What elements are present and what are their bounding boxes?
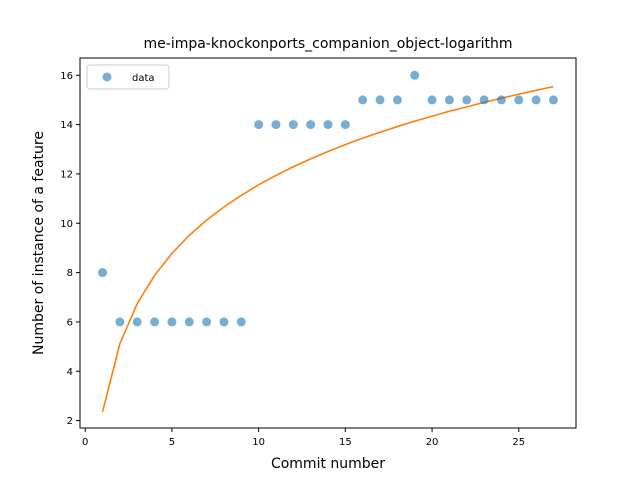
data-point: [514, 95, 524, 105]
y-tick-label: 10: [60, 219, 73, 230]
y-tick-label: 12: [60, 169, 73, 180]
data-point: [375, 95, 385, 105]
data-point: [271, 120, 281, 130]
x-tick-label: 10: [252, 437, 265, 448]
plot-marks: [98, 70, 558, 413]
x-tick-label: 0: [82, 437, 88, 448]
legend-box: [86, 64, 170, 90]
plot-area: [80, 58, 576, 428]
fit-line: [101, 85, 554, 413]
legend: data: [86, 64, 170, 90]
legend-label-data: data: [132, 73, 155, 84]
data-point: [427, 95, 437, 105]
data-point: [98, 268, 108, 278]
data-point: [288, 120, 298, 130]
data-point: [410, 70, 420, 80]
data-point: [358, 95, 368, 105]
data-point: [392, 95, 402, 105]
data-point: [462, 95, 472, 105]
y-tick-label: 8: [67, 268, 73, 279]
y-tick-label: 6: [67, 317, 73, 328]
data-point: [184, 317, 194, 327]
data-point: [444, 95, 454, 105]
data-point: [167, 317, 177, 327]
data-point: [306, 120, 316, 130]
data-point: [254, 120, 264, 130]
data-point: [219, 317, 229, 327]
data-point: [236, 317, 246, 327]
x-tick-label: 25: [512, 437, 525, 448]
data-point: [548, 95, 558, 105]
data-point: [202, 317, 212, 327]
chart-title: me-impa-knockonports_companion_object-lo…: [144, 36, 513, 52]
y-axis: 2 4 6 8 10 12 14 16: [60, 71, 80, 427]
data-point: [150, 317, 160, 327]
x-tick-label: 15: [339, 437, 352, 448]
data-point: [323, 120, 333, 130]
data-point: [479, 95, 489, 105]
legend-marker-data: [102, 72, 112, 82]
x-axis: 0 5 10 15 20 25: [82, 428, 525, 448]
y-axis-title: Number of instance of a feature: [31, 131, 47, 355]
y-tick-label: 4: [67, 367, 73, 378]
x-tick-label: 20: [426, 437, 439, 448]
data-point: [132, 317, 142, 327]
data-point: [531, 95, 541, 105]
plot-frame: [79, 57, 577, 429]
y-tick-label: 14: [60, 120, 73, 131]
x-tick-label: 5: [169, 437, 175, 448]
data-point: [496, 95, 506, 105]
y-tick-label: 16: [60, 71, 73, 82]
y-tick-label: 2: [67, 416, 73, 427]
data-point: [340, 120, 350, 130]
x-axis-title: Commit number: [271, 456, 385, 472]
data-point: [115, 317, 125, 327]
